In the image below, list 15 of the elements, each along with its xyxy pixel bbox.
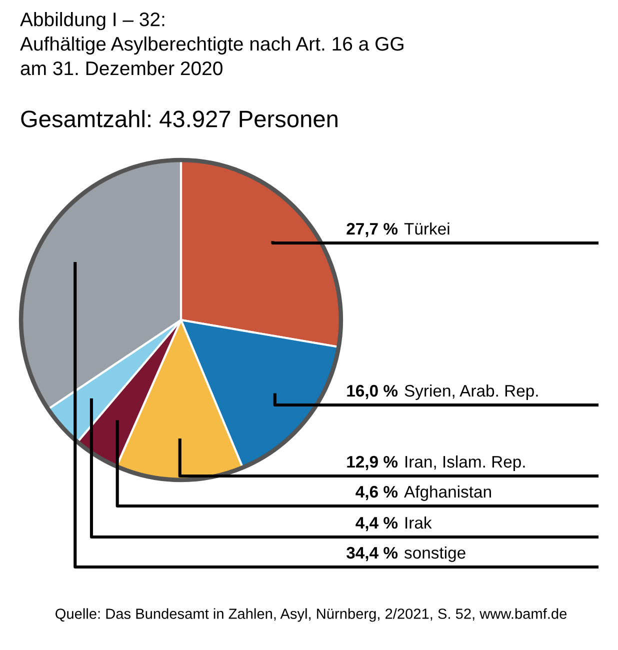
data-label: 12,9 % [347,456,398,470]
data-label: 4,6 % [356,486,398,500]
slice-label: Syrien, Arab. Rep. [404,384,538,400]
slice-label: Irak [406,516,432,529]
chart-subtitle: Gesamtzahl: 43.927 Personen [21,110,338,128]
data-label: 27,7 % [346,222,398,238]
slice-label: sonstige [404,546,466,562]
data-label: 16,0 % [347,384,398,400]
slice-label: Iran, Islam. Rep. [406,455,525,471]
slice-label: Afghanistan [404,485,491,501]
slice-label: Türkei [404,222,450,235]
data-label: 4,4 % [356,516,398,532]
source-note: Quelle: Das Bundesamt in Zahlen, Asyl, Nürnberg, 2/2021, S. 52, www.bamf.de [56,608,567,622]
chart-title: Abbildung I – 32: Aufhältige Asylberechtigte nach Art. 16 a GG am 31. Dezember 2020 [20,12,404,76]
data-label: 34,4 % [346,546,398,562]
